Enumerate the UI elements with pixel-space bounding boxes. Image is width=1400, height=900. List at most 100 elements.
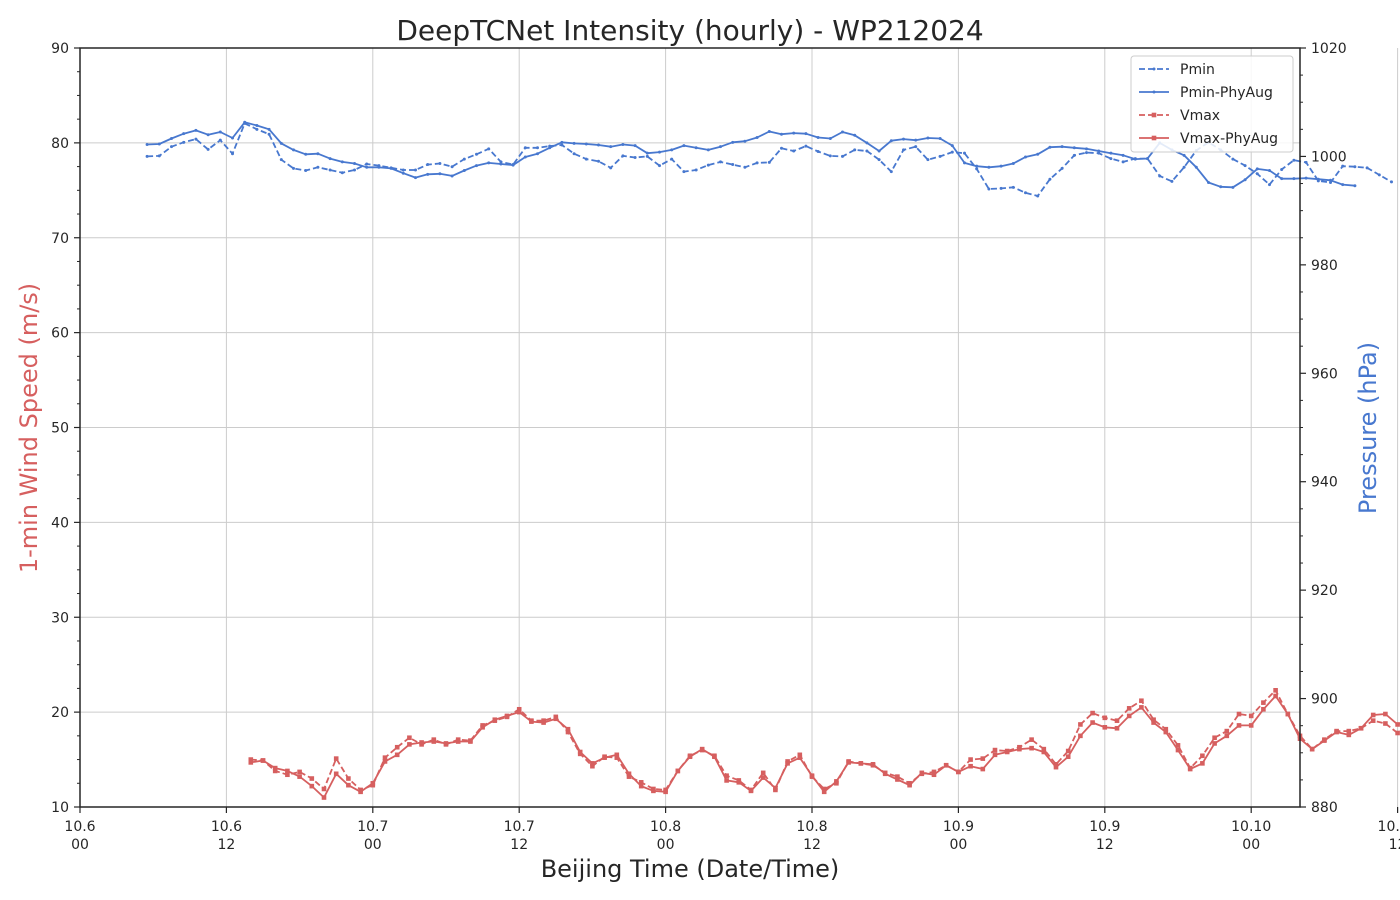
data-point-pmin	[170, 145, 173, 149]
x-tick-label-date: 10.10	[1378, 819, 1400, 835]
data-point-pmin-phyaug	[1341, 183, 1345, 187]
data-point-vmax	[968, 757, 973, 762]
data-point-pmin	[536, 146, 539, 150]
data-point-vmax-phyaug	[1017, 746, 1022, 752]
data-point-vmax	[309, 776, 315, 781]
data-point-pmin-phyaug	[1097, 149, 1101, 153]
data-point-pmin	[694, 168, 698, 172]
data-point-vmax-phyaug	[1151, 720, 1156, 725]
series-pmin	[145, 121, 1393, 198]
data-point-pmin	[828, 154, 832, 158]
data-point-vmax-phyaug	[675, 768, 681, 774]
data-point-vmax-phyaug	[358, 789, 363, 795]
data-point-vmax-phyaug	[1224, 733, 1230, 739]
data-point-pmin	[560, 143, 564, 147]
data-point-vmax	[797, 752, 803, 758]
data-point-vmax-phyaug	[1078, 733, 1083, 739]
data-point-pmin-phyaug	[182, 132, 186, 136]
data-point-pmin	[719, 160, 722, 164]
data-point-vmax	[1236, 711, 1242, 717]
legend-label: Pmin-PhyAug	[1180, 85, 1273, 101]
data-point-pmin	[1182, 165, 1186, 169]
data-point-pmin-phyaug	[755, 135, 759, 139]
data-point-pmin	[584, 157, 588, 161]
data-point-pmin-phyaug	[536, 152, 539, 156]
data-point-pmin-phyaug	[816, 135, 820, 139]
data-point-pmin	[1280, 167, 1284, 171]
data-point-pmin-phyaug	[523, 155, 527, 159]
data-point-pmin	[1024, 191, 1027, 195]
data-point-pmin	[438, 161, 442, 165]
data-point-pmin-phyaug	[365, 165, 369, 169]
data-point-pmin	[304, 169, 308, 173]
data-point-vmax	[1126, 706, 1132, 711]
data-point-pmin	[316, 165, 320, 169]
data-point-vmax-phyaug	[553, 716, 559, 722]
data-point-pmin-phyaug	[792, 131, 796, 135]
legend-box	[1130, 55, 1294, 153]
data-point-vmax-phyaug	[1102, 725, 1108, 730]
data-point-pmin-phyaug	[658, 150, 661, 154]
data-point-pmin-phyaug	[865, 141, 869, 145]
data-point-vmax-phyaug	[687, 754, 693, 760]
data-point-vmax	[382, 755, 388, 760]
data-point-vmax-phyaug	[1309, 746, 1315, 752]
data-point-pmin	[731, 163, 735, 167]
y-right-tick-label: 1020	[1311, 41, 1347, 57]
data-point-pmin-phyaug	[304, 152, 308, 156]
data-point-vmax-phyaug	[748, 788, 754, 794]
data-point-pmin-phyaug	[963, 161, 966, 165]
data-point-vmax-phyaug	[797, 755, 803, 760]
data-point-pmin	[914, 145, 918, 149]
data-point-pmin-phyaug	[1182, 153, 1186, 157]
data-point-vmax-phyaug	[980, 766, 986, 772]
data-point-pmin	[841, 154, 844, 158]
data-point-vmax-phyaug	[1248, 723, 1254, 728]
data-point-vmax	[1151, 717, 1156, 723]
data-point-pmin-phyaug	[487, 161, 491, 165]
data-point-pmin-phyaug	[426, 172, 430, 176]
legend-marker	[1151, 135, 1157, 141]
data-point-pmin	[157, 154, 161, 158]
data-point-pmin	[218, 138, 222, 142]
data-point-vmax	[346, 776, 351, 781]
x-tick-label-hour: 00	[71, 837, 89, 853]
y-left-tick-label: 80	[51, 136, 69, 152]
data-point-vmax-phyaug	[907, 782, 912, 788]
x-tick-label-date: 10.10	[1231, 819, 1271, 835]
data-point-vmax	[1102, 715, 1108, 721]
data-point-vmax-phyaug	[1395, 722, 1400, 727]
data-point-pmin-phyaug	[1109, 151, 1113, 155]
data-point-pmin-phyaug	[1353, 184, 1357, 188]
data-point-vmax-phyaug	[260, 758, 266, 763]
data-point-vmax	[1078, 722, 1083, 727]
data-point-pmin-phyaug	[1085, 147, 1088, 151]
data-point-pmin	[767, 160, 771, 164]
data-point-vmax	[321, 786, 327, 792]
series-vmax-phyaug	[248, 693, 1400, 800]
data-point-vmax	[1212, 735, 1217, 741]
data-point-pmin-phyaug	[938, 137, 942, 141]
data-point-vmax-phyaug	[809, 773, 815, 778]
legend-item-vmax-phyaug: Vmax-PhyAug	[1139, 131, 1278, 147]
data-point-vmax-phyaug	[919, 770, 925, 776]
data-point-pmin-phyaug	[584, 142, 588, 146]
data-point-vmax-phyaug	[846, 760, 851, 765]
data-point-pmin-phyaug	[499, 162, 503, 166]
data-point-pmin	[645, 154, 649, 158]
data-point-pmin-phyaug	[682, 144, 686, 148]
data-point-pmin-phyaug	[731, 140, 735, 144]
x-tick-label-date: 10.8	[650, 819, 681, 835]
data-point-vmax-phyaug	[699, 746, 705, 752]
x-tick-label-date: 10.9	[943, 819, 974, 835]
data-point-pmin-phyaug	[1243, 178, 1247, 182]
data-point-pmin	[1341, 164, 1345, 168]
data-point-vmax-phyaug	[1029, 745, 1034, 751]
data-point-pmin	[853, 148, 857, 152]
data-point-vmax	[272, 768, 278, 774]
legend-label: Vmax	[1180, 108, 1220, 124]
data-point-vmax-phyaug	[1383, 711, 1388, 717]
data-point-pmin	[365, 162, 369, 166]
data-point-vmax	[590, 763, 595, 769]
y-axis-left: 10 20 30 40 50 60 70 80 90	[51, 41, 80, 816]
